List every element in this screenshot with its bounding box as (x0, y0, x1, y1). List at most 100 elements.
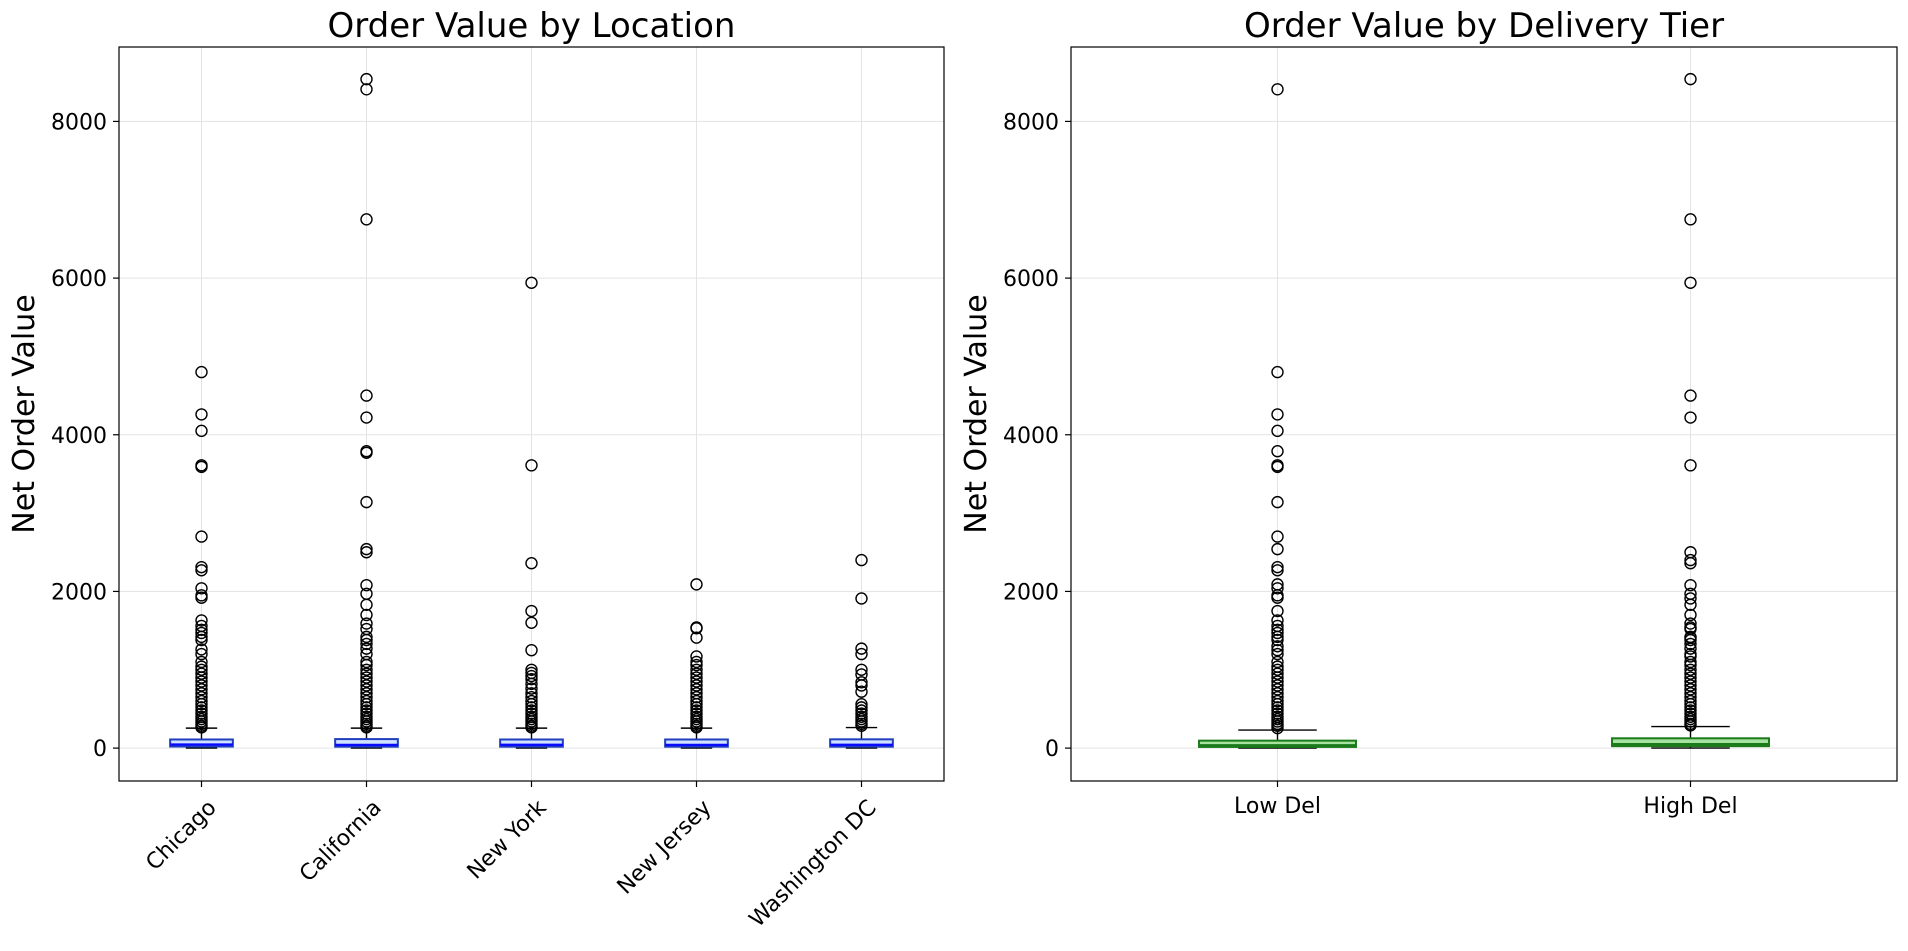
outlier-point (690, 679, 703, 692)
chart-title: Order Value by Delivery Tier (1244, 6, 1724, 46)
outlier-point (525, 276, 538, 289)
outlier-point (525, 557, 538, 570)
delivery-tier-boxplot-panel: 0 2000 4000 6000 8000 Low Del High Del Order V… (959, 6, 1898, 819)
y-tick-label: 8000 (1003, 110, 1059, 135)
outlier-point (1684, 675, 1697, 688)
outlier-point (195, 630, 208, 644)
outlier-point (1271, 647, 1284, 661)
y-axis-label: Net Order Value (7, 294, 42, 533)
outlier-point (195, 626, 208, 640)
outlier-point (1271, 460, 1284, 474)
outlier-point (1271, 424, 1284, 438)
outlier-point (1684, 698, 1697, 711)
outlier-point (1684, 557, 1697, 570)
outlier-point (1271, 614, 1284, 627)
outlier-point (360, 598, 373, 611)
outlier-point (195, 655, 208, 669)
outlier-point (360, 642, 373, 655)
outlier-point (525, 616, 538, 629)
outlier-point (195, 591, 208, 604)
outlier-point (195, 667, 208, 680)
outlier-point (525, 459, 538, 472)
box-iqr (499, 738, 564, 748)
outlier-point (360, 546, 373, 559)
outlier-point (360, 213, 373, 226)
outlier-point (360, 617, 373, 630)
outlier-point (525, 677, 538, 691)
outlier-point (1684, 389, 1697, 402)
outlier-point (195, 582, 208, 595)
outlier-point (525, 663, 538, 676)
gridlines (119, 47, 944, 781)
outlier-point (1271, 701, 1284, 714)
outlier-point (1684, 679, 1697, 692)
y-tick-label: 0 (93, 737, 107, 762)
outlier-point (195, 698, 208, 711)
outlier-point (690, 707, 703, 720)
outlier-point (525, 721, 538, 734)
outlier-point (1684, 642, 1697, 655)
outlier-point (195, 701, 208, 714)
outlier-point (1271, 690, 1284, 704)
outlier-point (1271, 643, 1284, 657)
outlier-point (855, 679, 868, 692)
box-california (334, 72, 399, 749)
outlier-point (195, 707, 208, 720)
outlier-point (195, 408, 208, 421)
outlier-point (195, 614, 208, 627)
outlier-point (1684, 459, 1697, 472)
outlier-point (360, 637, 373, 651)
y-tick-label: 8000 (51, 110, 107, 135)
outlier-point (1271, 694, 1284, 708)
outlier-point (360, 679, 373, 692)
outlier-point (195, 671, 208, 684)
outlier-point (360, 72, 373, 86)
outlier-point (690, 650, 703, 663)
outlier-point (1271, 707, 1284, 720)
outlier-point (690, 671, 703, 684)
outlier-point (690, 694, 703, 708)
outlier-point (525, 643, 538, 657)
outlier-point (360, 389, 373, 402)
outlier-point (1271, 495, 1284, 509)
outlier-point (1271, 671, 1284, 684)
y-tick-label: 6000 (1003, 267, 1059, 292)
box-new-jersey (664, 578, 729, 749)
y-tick-label: 4000 (51, 424, 107, 449)
box-iqr (169, 738, 234, 748)
box-iqr (1198, 739, 1357, 748)
outlier-point (690, 721, 703, 734)
outlier-point (195, 530, 208, 543)
outlier-point (195, 365, 208, 379)
outlier-point (1271, 633, 1284, 647)
outlier-point (690, 655, 703, 669)
box-iqr (829, 738, 894, 748)
outlier-point (195, 647, 208, 661)
outlier-point (360, 608, 373, 622)
outlier-point (1684, 276, 1697, 289)
outlier-point (690, 701, 703, 714)
box-chicago (169, 365, 234, 749)
outlier-point (195, 679, 208, 692)
outlier-point (360, 707, 373, 720)
gridlines (1071, 47, 1897, 781)
y-axis-label: Net Order Value (959, 294, 994, 533)
outlier-point (360, 655, 373, 669)
outlier-point (195, 424, 208, 438)
outlier-point (1271, 564, 1284, 577)
outlier-point (360, 658, 373, 672)
outlier-point (1271, 365, 1284, 379)
outlier-point (690, 663, 703, 676)
outlier-point (525, 707, 538, 720)
outlier-point (360, 701, 373, 714)
outlier-point (1271, 604, 1284, 618)
outlier-point (1684, 72, 1697, 86)
x-tick-label: Low Del (1234, 794, 1321, 819)
outlier-point (360, 633, 373, 647)
outlier-point (360, 630, 373, 644)
outlier-point (690, 690, 703, 704)
outlier-point (1684, 608, 1697, 622)
outlier-point (360, 411, 373, 424)
outlier-point (195, 643, 208, 656)
outlier-point (1684, 683, 1697, 696)
